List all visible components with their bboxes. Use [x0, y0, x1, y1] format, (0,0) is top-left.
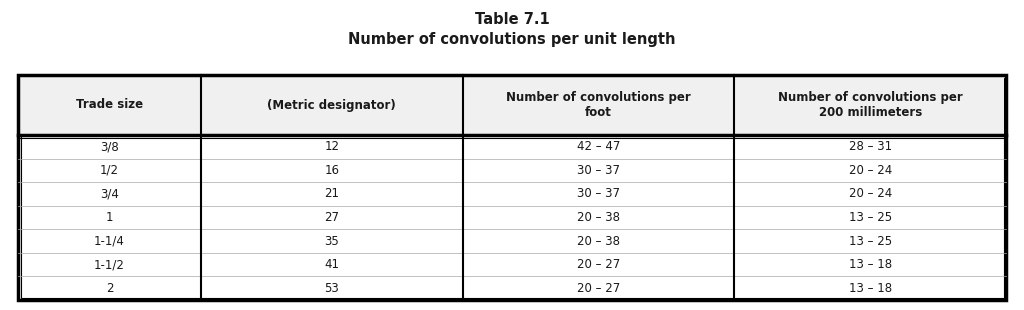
Text: Number of convolutions per unit length: Number of convolutions per unit length — [348, 32, 676, 47]
Text: 27: 27 — [325, 211, 339, 224]
Text: 20 – 24: 20 – 24 — [849, 164, 892, 177]
Text: 1-1/4: 1-1/4 — [94, 235, 125, 248]
Text: 53: 53 — [325, 282, 339, 295]
Text: 12: 12 — [325, 140, 339, 153]
Text: 21: 21 — [325, 188, 339, 201]
Text: 35: 35 — [325, 235, 339, 248]
Text: 41: 41 — [325, 258, 339, 271]
Text: 3/4: 3/4 — [100, 188, 119, 201]
Text: (Metric designator): (Metric designator) — [267, 99, 396, 112]
Text: 20 – 24: 20 – 24 — [849, 188, 892, 201]
Text: 13 – 18: 13 – 18 — [849, 258, 892, 271]
Text: 16: 16 — [325, 164, 339, 177]
Text: 13 – 25: 13 – 25 — [849, 235, 892, 248]
Text: Number of convolutions per
foot: Number of convolutions per foot — [506, 91, 691, 119]
Text: 20 – 27: 20 – 27 — [577, 258, 621, 271]
Text: 30 – 37: 30 – 37 — [577, 164, 620, 177]
Text: 1: 1 — [105, 211, 113, 224]
Text: 3/8: 3/8 — [100, 140, 119, 153]
Text: Table 7.1: Table 7.1 — [475, 12, 549, 27]
Text: 20 – 38: 20 – 38 — [577, 211, 620, 224]
Bar — [20, 78, 1004, 298]
Text: Number of convolutions per
200 millimeters: Number of convolutions per 200 millimete… — [778, 91, 963, 119]
Text: 28 – 31: 28 – 31 — [849, 140, 892, 153]
Text: 30 – 37: 30 – 37 — [577, 188, 620, 201]
Text: 1-1/2: 1-1/2 — [94, 258, 125, 271]
Text: 2: 2 — [105, 282, 113, 295]
Bar — [20, 78, 1004, 135]
Text: 42 – 47: 42 – 47 — [577, 140, 621, 153]
Text: 13 – 18: 13 – 18 — [849, 282, 892, 295]
Text: Trade size: Trade size — [76, 99, 143, 112]
Text: 1/2: 1/2 — [100, 164, 119, 177]
Bar — [18, 75, 1006, 300]
Text: 20 – 38: 20 – 38 — [577, 235, 620, 248]
Text: 13 – 25: 13 – 25 — [849, 211, 892, 224]
Text: 20 – 27: 20 – 27 — [577, 282, 621, 295]
